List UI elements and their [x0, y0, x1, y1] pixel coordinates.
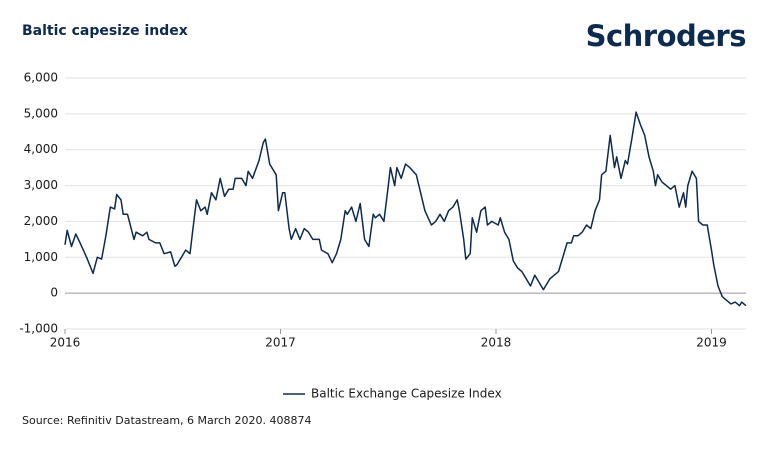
logo: Schroders: [586, 19, 746, 53]
y-tick-label: 1,000: [24, 250, 58, 264]
chart-title: Baltic capesize index: [22, 23, 188, 39]
legend-label: Baltic Exchange Capesize Index: [311, 387, 502, 401]
y-tick-label: 3,000: [24, 178, 58, 192]
y-tick-label: 5,000: [24, 106, 58, 120]
x-tick-label: 2016: [50, 336, 81, 350]
source-note: Source: Refinitiv Datastream, 6 March 20…: [22, 414, 312, 427]
y-tick-label: 0: [50, 286, 58, 300]
data-line: [64, 111, 747, 307]
y-tick-label: -1,000: [19, 322, 58, 336]
x-tick-label: 2017: [265, 336, 296, 350]
y-tick-label: 6,000: [24, 71, 58, 85]
x-tick-label: 2018: [481, 336, 512, 350]
y-tick-label: 4,000: [24, 142, 58, 156]
x-tick-label: 2019: [696, 336, 727, 350]
y-tick-label: 2,000: [24, 214, 58, 228]
